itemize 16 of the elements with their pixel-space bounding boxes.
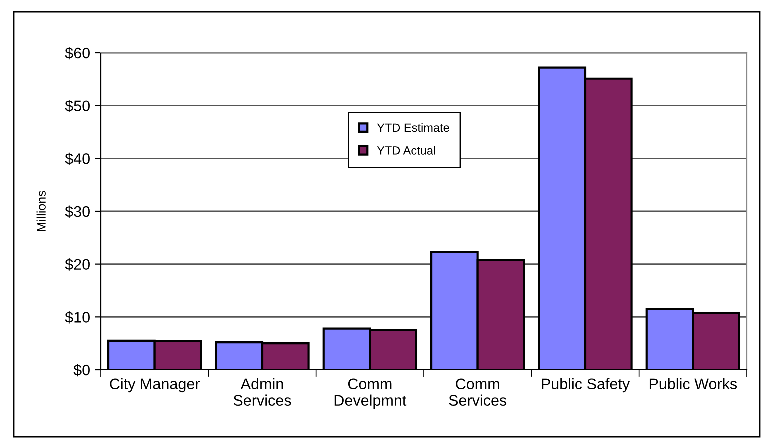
x-tick-label: Comm Develpmnt [334,378,407,410]
y-tick-label: $0 [74,364,90,377]
y-tick-label: $10 [65,311,90,324]
legend-label: YTD Actual [377,146,436,155]
x-tick-label: Admin Services [234,378,292,406]
y-tick-label: $20 [65,258,90,271]
x-tick-label: Comm Services [449,378,507,406]
y-axis-title: Millions [36,191,46,232]
x-tick-label: Public Safety [542,378,630,393]
y-tick-label: $60 [65,47,90,60]
x-tick-label: Public Works [650,378,738,390]
y-tick-label: $30 [65,206,90,218]
legend-label: YTD Estimate [377,123,450,132]
y-tick-label: $50 [65,100,90,112]
x-tick-label: City Manager [110,378,200,393]
y-tick-label: $40 [65,152,90,166]
